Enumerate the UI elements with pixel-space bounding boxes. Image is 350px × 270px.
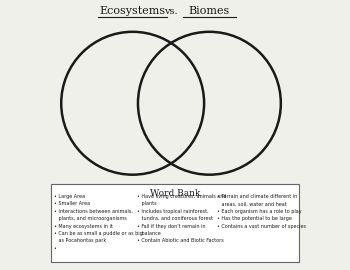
Text: Biomes: Biomes (189, 6, 230, 16)
Text: • Large Area
• Smaller Area
• Interactions between animals,
   plants, and micro: • Large Area • Smaller Area • Interactio… (54, 194, 142, 251)
Bar (51, 184, 299, 262)
Text: • Have living creatures, animals and
   plants
• Includes tropical rainforest,
 : • Have living creatures, animals and pla… (136, 194, 226, 244)
Text: Word Bank: Word Bank (150, 189, 200, 198)
Text: Ecosystems: Ecosystems (100, 6, 166, 16)
Text: • Terrain and climate different in
   areas, soil, water and heat
• Each organis: • Terrain and climate different in areas… (217, 194, 306, 229)
Text: vs.: vs. (164, 7, 178, 16)
